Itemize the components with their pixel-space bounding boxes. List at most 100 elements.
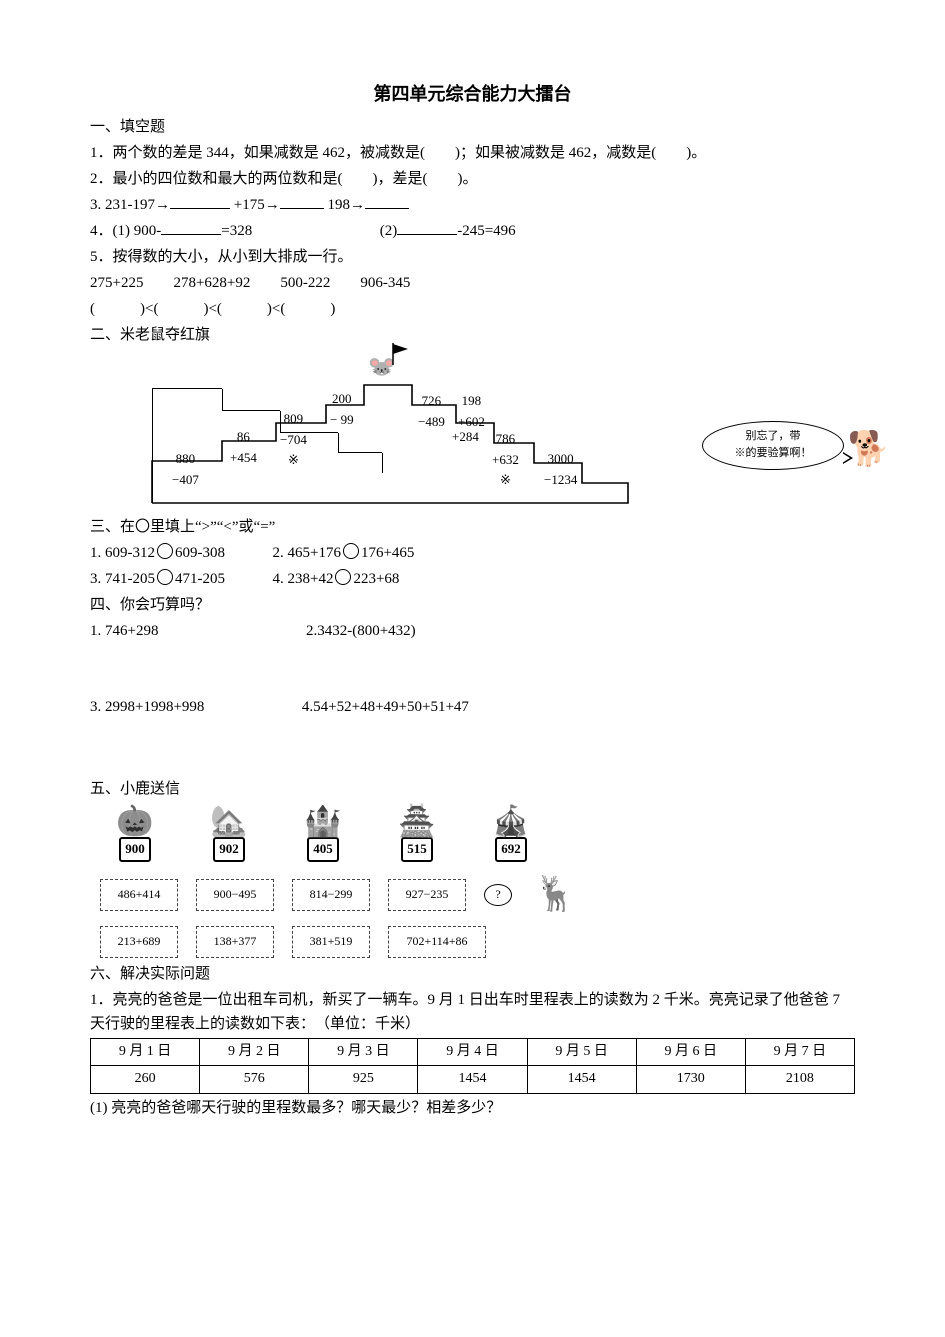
house-label: 515 — [401, 837, 433, 862]
house-label: 902 — [213, 837, 245, 862]
stair-a: 880−407 — [172, 449, 199, 491]
envelope[interactable]: 381+519 — [292, 926, 370, 958]
s1-q3-mid2: 198→ — [327, 197, 365, 213]
house: 🎪692 — [476, 807, 546, 862]
s3-q4a: 4. 238+42 — [273, 571, 334, 587]
dog-icon: 🐕 — [848, 423, 890, 477]
envelope[interactable]: 138+377 — [196, 926, 274, 958]
house: 🏯515 — [382, 807, 452, 862]
table-cell: 576 — [200, 1066, 309, 1093]
s1-q4a2: =328 — [221, 223, 252, 239]
s1-q4b2: -245=496 — [457, 223, 515, 239]
stair-g: +284 — [452, 427, 479, 448]
s1-q5-slots: ( )<( )<( )<( ) — [90, 297, 855, 321]
blank[interactable] — [161, 220, 221, 235]
s3-heading: 三、在〇里填上“>”“<”或“=” — [90, 515, 855, 539]
s1-q1: 1．两个数的差是 344，如果减数是 462，被减数是( )；如果被减数是 46… — [90, 141, 855, 165]
stair-b: 86+454 — [230, 427, 257, 469]
s4-q4: 4.54+52+48+49+50+51+47 — [302, 699, 469, 715]
s2-heading: 二、米老鼠夺红旗 — [90, 323, 855, 347]
envelope-row-2: 213+689 138+377 381+519 702+114+86 — [100, 926, 855, 958]
circle-blank[interactable] — [157, 569, 173, 585]
s3-q3a: 3. 741-205 — [90, 571, 155, 587]
table-cell: 1454 — [527, 1066, 636, 1093]
blank[interactable] — [280, 194, 324, 209]
circle-blank[interactable] — [157, 543, 173, 559]
s1-heading: 一、填空题 — [90, 115, 855, 139]
s3-q1b: 609-308 — [175, 545, 225, 561]
speech-bubble: 别忘了，带 ※的要验算啊！ — [702, 421, 844, 470]
blank[interactable] — [397, 220, 457, 235]
table-row: 9 月 1 日 9 月 2 日 9 月 3 日 9 月 4 日 9 月 5 日 … — [91, 1038, 855, 1065]
table-cell: 9 月 5 日 — [527, 1038, 636, 1065]
deer-icon: 🦌 — [534, 868, 576, 922]
table-cell: 9 月 3 日 — [309, 1038, 418, 1065]
houses-row: 🎃900 🏡902 🏰405 🏯515 🎪692 — [100, 807, 855, 862]
s4-row1: 1. 746+298 2.3432-(800+432) — [90, 619, 855, 643]
table-cell: 9 月 7 日 — [745, 1038, 854, 1065]
table-cell: 1454 — [418, 1066, 527, 1093]
s3-q4b: 223+68 — [353, 571, 399, 587]
house-label: 692 — [495, 837, 527, 862]
envelope[interactable]: 927−235 — [388, 879, 466, 911]
s6-heading: 六、解决实际问题 — [90, 962, 855, 986]
house-label: 405 — [307, 837, 339, 862]
s3-q1a: 1. 609-312 — [90, 545, 155, 561]
house-icon: 🎪 — [476, 807, 546, 837]
house-icon: 🏡 — [194, 807, 264, 837]
s1-q3-pre: 3. 231-197→ — [90, 197, 170, 213]
circle-blank[interactable] — [343, 543, 359, 559]
blank[interactable] — [365, 194, 409, 209]
bubble-l1: 别忘了，带 — [713, 428, 833, 446]
s6-sub1: (1) 亮亮的爸爸哪天行驶的里程数最多？哪天最少？相差多少？ — [90, 1096, 855, 1120]
s3-q3b: 471-205 — [175, 571, 225, 587]
table-cell: 9 月 2 日 — [200, 1038, 309, 1065]
house-icon: 🎃 — [100, 807, 170, 837]
table-cell: 925 — [309, 1066, 418, 1093]
s6-p1: 1．亮亮的爸爸是一位出租车司机，新买了一辆车。9 月 1 日出车时里程表上的读数… — [90, 988, 855, 1036]
table-cell: 9 月 4 日 — [418, 1038, 527, 1065]
stair-c: 809−704※ — [280, 409, 307, 471]
table-row: 260 576 925 1454 1454 1730 2108 — [91, 1066, 855, 1093]
circle-blank[interactable] — [335, 569, 351, 585]
s1-q3: 3. 231-197→ +175→ 198→ — [90, 193, 855, 217]
s4-q1: 1. 746+298 — [90, 623, 158, 639]
house-icon: 🏯 — [382, 807, 452, 837]
house: 🏡902 — [194, 807, 264, 862]
s3-row1: 1. 609-312609-308 2. 465+176176+465 — [90, 541, 855, 565]
house-label: 900 — [119, 837, 151, 862]
house-icon: 🏰 — [288, 807, 358, 837]
envelope[interactable]: 814−299 — [292, 879, 370, 911]
blank[interactable] — [170, 194, 230, 209]
table-cell: 2108 — [745, 1066, 854, 1093]
stair-d: 200− 99 — [330, 389, 354, 431]
question-bubble: ? — [484, 884, 512, 906]
table-cell: 1730 — [636, 1066, 745, 1093]
s1-q4: 4．(1) 900- =328 (2) -245=496 — [90, 219, 855, 243]
envelope-row-1: 486+414 900−495 814−299 927−235 ? 🦌 — [100, 868, 855, 922]
stair-h: 786+632※ — [492, 429, 519, 491]
s3-q2b: 176+465 — [361, 545, 414, 561]
s1-q5-items: 275+225 278+628+92 500-222 906-345 — [90, 271, 855, 295]
table-cell: 9 月 1 日 — [91, 1038, 200, 1065]
envelope[interactable]: 213+689 — [100, 926, 178, 958]
s4-row2: 3. 2998+1998+998 4.54+52+48+49+50+51+47 — [90, 695, 855, 719]
s4-heading: 四、你会巧算吗？ — [90, 593, 855, 617]
stairs-diagram: 880−407 86+454 809−704※ 200− 99 726−489 … — [130, 351, 890, 511]
s4-q3: 3. 2998+1998+998 — [90, 699, 204, 715]
envelope[interactable]: 900−495 — [196, 879, 274, 911]
table-cell: 260 — [91, 1066, 200, 1093]
page-title: 第四单元综合能力大擂台 — [90, 80, 855, 109]
stair-i: 3000−1234 — [544, 449, 577, 491]
s4-q2: 2.3432-(800+432) — [306, 623, 416, 639]
flag-icon — [390, 341, 412, 367]
s5-heading: 五、小鹿送信 — [90, 777, 855, 801]
s1-q4b: (2) — [380, 223, 398, 239]
bubble-l2: ※的要验算啊！ — [713, 445, 833, 463]
s1-q5: 5．按得数的大小，从小到大排成一行。 — [90, 245, 855, 269]
s1-q4a: 4．(1) 900- — [90, 223, 161, 239]
envelope[interactable]: 702+114+86 — [388, 926, 486, 958]
s1-q3-mid1: +175→ — [234, 197, 280, 213]
house: 🏰405 — [288, 807, 358, 862]
envelope[interactable]: 486+414 — [100, 879, 178, 911]
